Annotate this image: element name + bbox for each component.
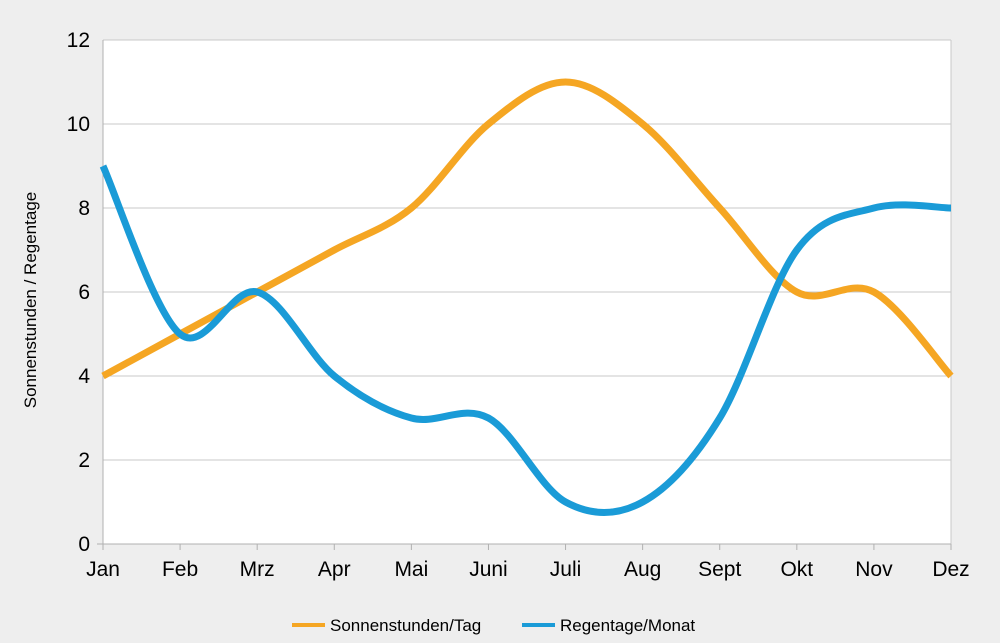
- series-lines: [99, 78, 954, 516]
- x-tick-labels: Jan Feb Mrz Apr Mai Juni Juli Aug Sept Okt Nov Dez: [86, 558, 970, 581]
- y-tick-label-8: 8: [78, 197, 90, 220]
- axes: [97, 40, 952, 550]
- legend-label-sonnenstunden: Sonnenstunden/Tag: [330, 616, 481, 635]
- x-tick-label-okt: Okt: [780, 558, 813, 581]
- series-line-regentage: [99, 164, 952, 516]
- y-tick-label-10: 10: [67, 113, 90, 136]
- legend: Sonnenstunden/Tag Regentage/Monat: [292, 616, 695, 635]
- y-tick-label-2: 2: [78, 449, 90, 472]
- x-tick-label-aug: Aug: [624, 558, 661, 581]
- y-tick-label-12: 12: [67, 29, 90, 52]
- x-tick-label-sept: Sept: [698, 558, 741, 581]
- x-tick-label-jan: Jan: [86, 558, 120, 581]
- legend-label-regentage: Regentage/Monat: [560, 616, 695, 635]
- x-tick-label-mrz: Mrz: [240, 558, 275, 581]
- x-tick-label-apr: Apr: [318, 558, 351, 581]
- x-tick-label-dez: Dez: [932, 558, 969, 581]
- y-tick-labels: 0 2 4 6 8 10 12: [67, 29, 91, 556]
- x-tick-label-feb: Feb: [162, 558, 198, 581]
- y-tick-label-4: 4: [78, 365, 90, 388]
- x-tick-label-juli: Juli: [550, 558, 582, 581]
- x-tick-label-juni: Juni: [469, 558, 508, 581]
- x-tick-label-nov: Nov: [855, 558, 893, 581]
- x-tick-label-mai: Mai: [394, 558, 428, 581]
- y-tick-label-6: 6: [78, 281, 90, 304]
- y-tick-label-0: 0: [78, 533, 90, 556]
- y-axis-title: Sonnenstunden / Regentage: [21, 192, 40, 408]
